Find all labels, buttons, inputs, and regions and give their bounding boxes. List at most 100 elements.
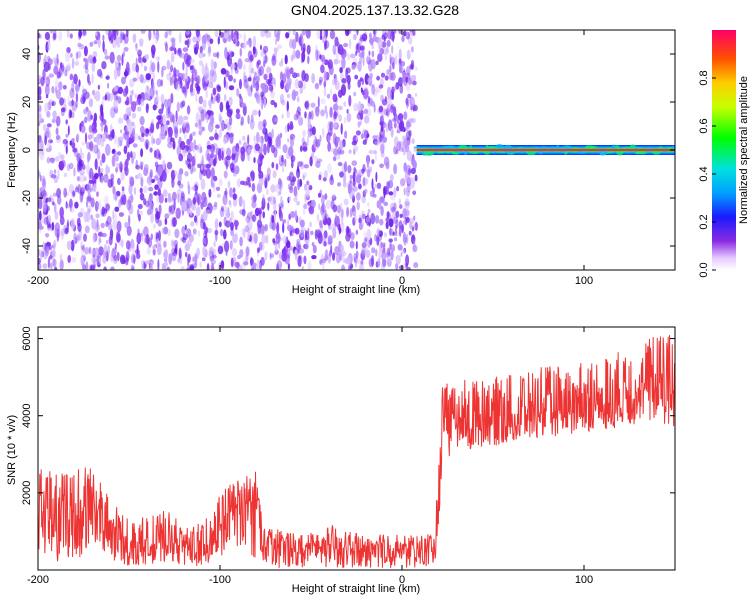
noise-blob: [186, 138, 191, 145]
noise-blob: [151, 80, 155, 91]
noise-blob: [75, 100, 79, 108]
noise-blob: [376, 75, 380, 81]
noise-blob: [303, 78, 306, 90]
noise-blob: [113, 193, 118, 201]
noise-blob: [371, 83, 376, 96]
noise-blob: [346, 206, 350, 218]
noise-blob: [294, 90, 299, 97]
noise-blob: [76, 134, 79, 143]
noise-blob: [164, 197, 168, 203]
noise-blob: [132, 77, 138, 82]
noise-blob: [244, 58, 250, 63]
noise-blob: [182, 61, 185, 71]
noise-blob: [139, 178, 142, 187]
noise-blob: [212, 204, 218, 211]
noise-blob: [247, 39, 251, 44]
noise-blob: [352, 185, 358, 192]
noise-blob: [199, 45, 203, 54]
noise-blob: [387, 89, 393, 101]
noise-blob: [296, 238, 301, 244]
noise-blob: [271, 55, 277, 66]
noise-blob: [88, 125, 93, 133]
noise-blob: [333, 103, 339, 112]
noise-blob: [43, 216, 49, 226]
noise-blob: [240, 180, 245, 185]
noise-blob: [292, 30, 296, 36]
noise-blob: [241, 102, 247, 108]
noise-blob: [130, 151, 133, 158]
noise-blob: [170, 51, 175, 63]
noise-blob: [243, 32, 246, 44]
noise-blob: [59, 62, 63, 69]
noise-blob: [107, 223, 113, 231]
noise-blob: [170, 37, 176, 43]
noise-blob: [276, 222, 280, 234]
noise-blob: [363, 238, 368, 244]
noise-blob: [216, 85, 222, 93]
noise-blob: [274, 81, 276, 87]
noise-blob: [402, 71, 406, 84]
noise-blob: [161, 227, 165, 234]
noise-blob: [258, 138, 262, 143]
noise-blob: [301, 266, 304, 270]
noise-blob: [235, 108, 240, 114]
noise-blob: [46, 208, 49, 215]
noise-blob: [101, 153, 106, 164]
noise-blob: [205, 62, 208, 74]
noise-blob: [399, 213, 403, 218]
noise-blob: [69, 206, 75, 213]
noise-blob: [393, 86, 397, 91]
noise-blob: [189, 58, 195, 64]
noise-blob: [216, 51, 220, 59]
noise-blob: [48, 245, 53, 251]
noise-blob: [358, 217, 362, 224]
noise-blob: [63, 187, 68, 198]
noise-blob: [406, 49, 411, 60]
noise-blob: [400, 248, 406, 255]
noise-blob: [360, 45, 366, 52]
noise-blob: [219, 207, 225, 218]
noise-blob: [116, 151, 122, 156]
noise-blob: [344, 30, 350, 37]
noise-blob: [179, 128, 182, 134]
noise-blob: [223, 229, 227, 240]
noise-blob: [412, 30, 416, 36]
noise-blob: [201, 155, 204, 166]
noise-blob: [153, 30, 156, 35]
noise-blob: [77, 212, 84, 218]
noise-blob: [353, 167, 357, 173]
noise-blob: [46, 42, 51, 52]
noise-blob: [373, 30, 376, 35]
noise-blob: [360, 217, 364, 230]
noise-blob: [299, 145, 303, 152]
noise-blob: [367, 77, 373, 83]
noise-blob: [112, 186, 116, 195]
noise-blob: [164, 168, 167, 177]
noise-blob: [146, 176, 151, 184]
noise-blob: [339, 67, 343, 74]
noise-blob: [346, 74, 351, 85]
noise-blob: [203, 230, 207, 238]
noise-blob: [215, 229, 218, 242]
noise-blob: [137, 49, 143, 57]
noise-blob: [146, 103, 150, 110]
noise-blob: [65, 51, 70, 63]
noise-blob: [405, 66, 411, 75]
noise-blob: [187, 255, 190, 268]
noise-blob: [168, 30, 172, 36]
noise-blob: [135, 174, 138, 180]
noise-blob: [99, 168, 104, 173]
noise-blob: [93, 40, 98, 45]
noise-blob: [343, 161, 348, 173]
noise-blob: [112, 219, 118, 231]
noise-blob: [131, 112, 137, 119]
noise-blob: [254, 143, 260, 152]
noise-blob: [361, 90, 365, 96]
noise-blob: [163, 226, 169, 235]
noise-blob: [322, 177, 327, 182]
noise-blob: [101, 60, 107, 70]
noise-blob: [224, 47, 228, 59]
noise-blob: [184, 224, 187, 231]
noise-blob: [55, 86, 58, 94]
noise-blob: [54, 226, 58, 237]
